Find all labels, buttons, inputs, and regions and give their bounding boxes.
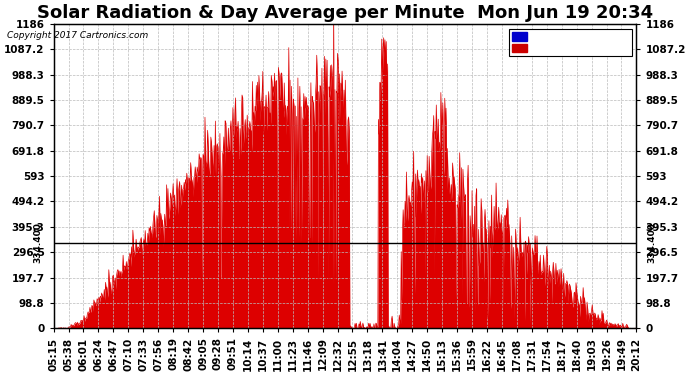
Text: Copyright 2017 Cartronics.com: Copyright 2017 Cartronics.com [7,30,148,39]
Text: 334.400: 334.400 [33,222,43,263]
Text: 334.400: 334.400 [647,222,657,263]
Title: Solar Radiation & Day Average per Minute  Mon Jun 19 20:34: Solar Radiation & Day Average per Minute… [37,4,653,22]
Legend: Median (w/m2), Radiation (w/m2): Median (w/m2), Radiation (w/m2) [509,28,631,56]
